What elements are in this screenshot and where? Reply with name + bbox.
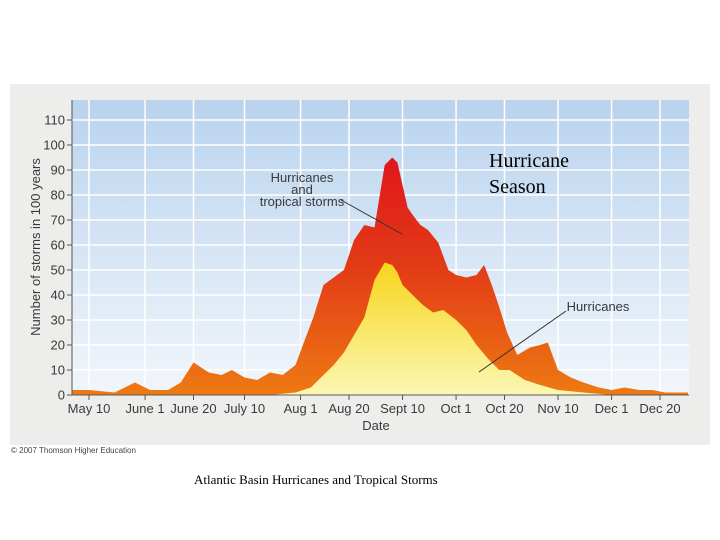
x-tick-label: Nov 10 <box>537 401 578 416</box>
x-tick-label: Dec 1 <box>595 401 629 416</box>
annotation-hurricanes-pointer <box>478 310 567 373</box>
figure-caption: Atlantic Basin Hurricanes and Tropical S… <box>194 472 438 487</box>
area-series-1 <box>72 262 688 395</box>
x-tick-label: Sept 10 <box>380 401 425 416</box>
x-tick-label: June 20 <box>170 401 216 416</box>
chart-figure: 0 10 20 30 40 50 60 70 80 90 100 110 May 10 June 1 Jun… <box>10 84 710 445</box>
x-tick-label: May 10 <box>68 401 111 416</box>
y-tick-label: 110 <box>44 113 65 128</box>
storm-frequency-chart: 0 10 20 30 40 50 60 70 80 90 100 110 May 10 June 1 Jun… <box>28 100 689 433</box>
y-tick-label: 70 <box>51 213 65 228</box>
copyright-notice: © 2007 Thomson Higher Education <box>11 446 136 455</box>
x-tick-label: Oct 20 <box>485 401 523 416</box>
annotation-storms-line-1: and <box>291 182 313 197</box>
x-tick-label: Aug 1 <box>284 401 318 416</box>
x-tick-label: Dec 20 <box>639 401 680 416</box>
x-tick-label: July 10 <box>224 401 265 416</box>
y-tick-label: 40 <box>51 288 65 303</box>
y-tick-label: 30 <box>51 313 65 328</box>
y-tick-label: 100 <box>43 138 65 153</box>
y-tick-label: 50 <box>51 263 65 278</box>
y-tick-label: 20 <box>51 338 65 353</box>
y-tick-label: 80 <box>51 188 65 203</box>
x-axis-title: Date <box>362 418 389 433</box>
y-tick-label: 10 <box>51 363 65 378</box>
x-tick-label: Oct 1 <box>441 401 472 416</box>
y-tick-label: 60 <box>51 238 65 253</box>
x-tick-label: Aug 20 <box>328 401 369 416</box>
hurricane-season-label: Hurricane Season <box>489 150 569 198</box>
annotation-hurricanes: Hurricanes <box>567 299 630 314</box>
annotation-storms-line-0: Hurricanes <box>271 170 334 185</box>
x-tick-label: June 1 <box>126 401 165 416</box>
annotation-storms-line-2: tropical storms <box>260 194 345 209</box>
annotation-storms-pointer <box>340 199 403 235</box>
y-tick-label: 0 <box>58 388 65 403</box>
y-tick-label: 90 <box>51 163 65 178</box>
y-axis-title: Number of storms in 100 years <box>28 158 43 336</box>
